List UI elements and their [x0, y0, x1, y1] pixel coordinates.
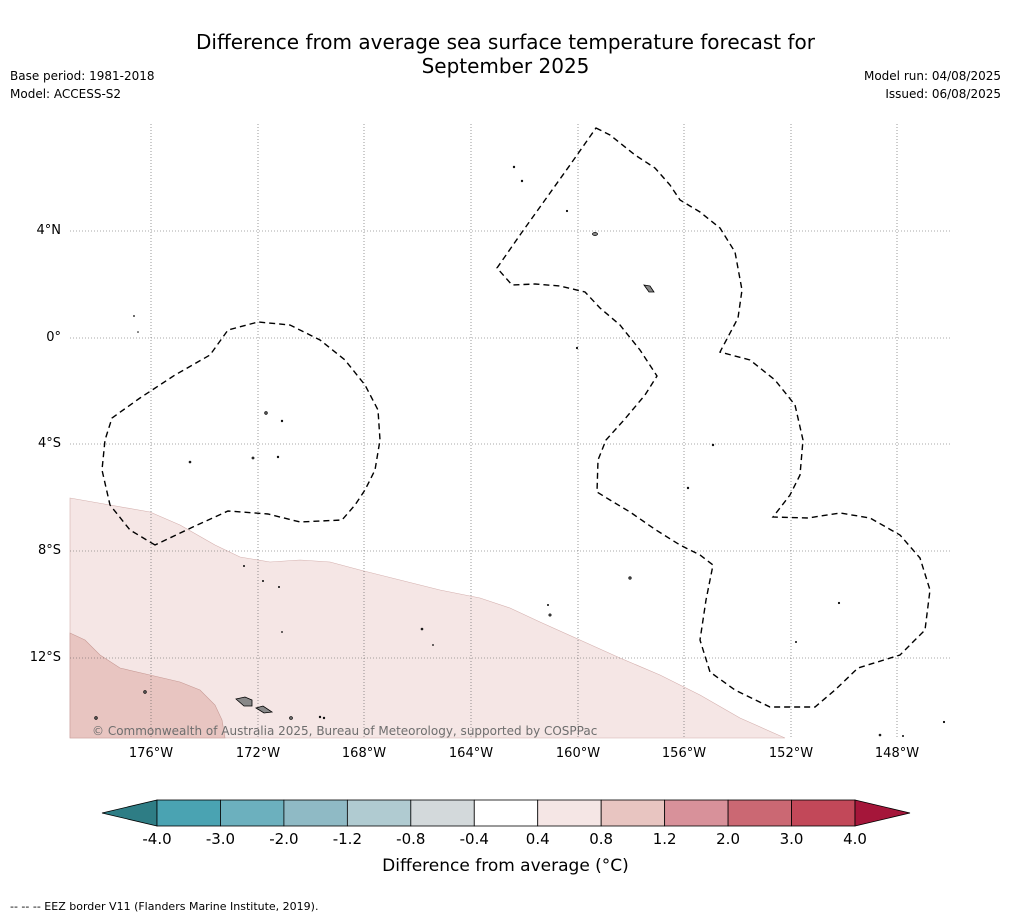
colorbar-tick-label: 1.2 [652, 830, 677, 848]
colorbar-tick-label: -4.0 [142, 830, 172, 848]
colorbar-tick-label: 0.8 [589, 830, 614, 848]
lon-label: 168°W [341, 746, 387, 761]
lat-label: 4°N [36, 223, 62, 238]
copyright-notice: © Commonwealth of Australia 2025, Bureau… [92, 724, 598, 738]
model-name: Model: ACCESS-S2 [10, 87, 122, 101]
lat-label: 12°S [29, 650, 61, 665]
colorbar-tick-label: 2.0 [716, 830, 740, 848]
colorbar-segment [473, 799, 539, 827]
colorbar-tick-label: -1.2 [332, 830, 362, 848]
model-run: Model run: 04/08/2025 [863, 69, 1001, 83]
lon-label: 160°W [555, 746, 601, 761]
eez-legend: -- -- -- EEZ border V11 (Flanders Marine… [10, 900, 319, 913]
island-upolu [255, 705, 274, 714]
issued-date: Issued: 06/08/2025 [885, 87, 1001, 101]
colorbar-segment [410, 799, 475, 827]
colorbar-tick-label: 3.0 [779, 830, 804, 848]
lat-label: 8°S [37, 543, 61, 558]
lon-label: 152°W [768, 746, 814, 761]
colorbar-segment [600, 799, 666, 827]
colorbar-label: Difference from average (°C) [382, 856, 629, 876]
lon-label: 164°W [448, 746, 494, 761]
colorbar-tick-label: -3.0 [205, 830, 236, 848]
colorbar-segment [537, 799, 602, 827]
eez-borders [101, 127, 931, 708]
colorbar-tick-label: 4.0 [843, 830, 867, 848]
eez-line-islands-north [496, 127, 931, 708]
title-line-2: September 2025 [421, 54, 590, 78]
colorbar-segment [283, 799, 348, 827]
colorbar-tick-label: -0.4 [459, 830, 489, 848]
colorbar-extend-low [101, 799, 158, 827]
colorbar-tick-label: 0.4 [525, 830, 550, 848]
colorbar-segment [156, 799, 221, 827]
meta-right: Model run: 04/08/2025 Issued: 06/08/2025 [864, 67, 1001, 103]
colorbar-segment [220, 799, 285, 827]
colorbar-tick-label: -2.0 [269, 830, 299, 848]
colorbar-extend-high [854, 799, 911, 827]
colorbar-tick-label: -0.8 [396, 830, 426, 848]
island-savaii [235, 696, 253, 707]
anomaly-region-0.4-0.8 [69, 497, 786, 739]
colorbar [101, 799, 911, 827]
lon-label: 156°W [661, 746, 707, 761]
title-line-1: Difference from average sea surface temp… [195, 30, 815, 54]
colorbar-segment [664, 799, 729, 827]
lat-label: 4°S [37, 436, 61, 451]
lon-label: 148°W [874, 746, 920, 761]
colorbar-segment [727, 799, 792, 827]
meta-left: Base period: 1981-2018 Model: ACCESS-S2 [10, 67, 155, 103]
title: Difference from average sea surface temp… [0, 30, 1011, 78]
colorbar-segment [346, 799, 412, 827]
colorbar-segment [791, 799, 856, 827]
anomaly-region-0.8-1.2 [69, 632, 226, 739]
lon-label: 176°W [128, 746, 174, 761]
grid [70, 124, 950, 738]
eez-tokelau [101, 321, 381, 546]
base-period: Base period: 1981-2018 [10, 69, 155, 83]
lon-label: 172°W [235, 746, 281, 761]
islands [94, 165, 946, 738]
lat-label: 0° [46, 330, 61, 345]
